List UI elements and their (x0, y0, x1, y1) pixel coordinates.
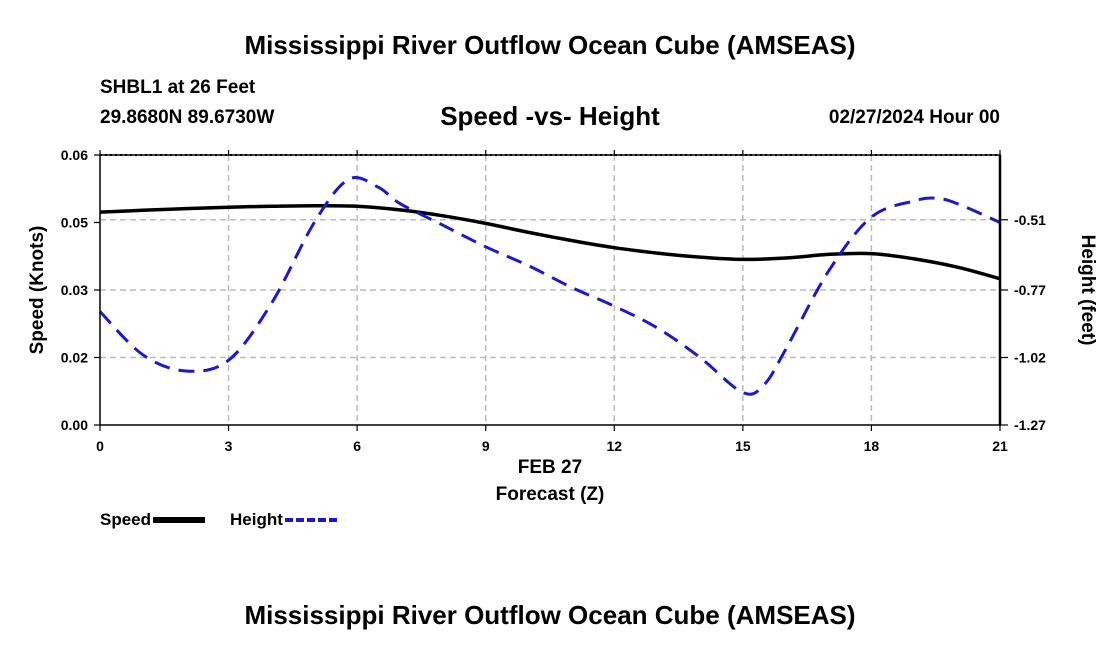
y-right-tick-label: -0.77 (1014, 282, 1046, 298)
x-tick-label: 15 (735, 438, 751, 454)
legend-height: Height (230, 509, 337, 530)
y-left-tick-label: 0.02 (61, 350, 88, 366)
chart-subtitle: Speed -vs- Height (440, 101, 660, 131)
speed-series-line (99, 204, 1001, 281)
station-label: SHBL1 at 26 Feet (100, 77, 256, 98)
y-left-tick-label: 0.06 (61, 147, 88, 163)
y-left-tick-label: 0.00 (61, 417, 88, 433)
legend-speed: Speed (100, 509, 206, 530)
legend-height-swatch (284, 517, 337, 522)
y-right-tick-label: -1.02 (1014, 350, 1046, 366)
y-right-tick-label: -1.27 (1014, 417, 1046, 433)
series-layer (98, 176, 1001, 396)
y-right-tick-label: -0.51 (1014, 212, 1046, 228)
x-tick-label: 6 (353, 438, 361, 454)
x-tick-label: 12 (606, 438, 622, 454)
date-label: FEB 27 (518, 457, 582, 478)
y-left-tick-label: 0.03 (61, 282, 88, 298)
x-tick-label: 21 (992, 438, 1008, 454)
speed-height-chart: 0 3 6 9 12 15 18 21 0.00 0.02 0.03 0.05 0.06 -1.27 -1.… (27, 147, 1098, 505)
x-tick-label: 18 (864, 438, 880, 454)
x-tick-label: 0 (96, 438, 104, 454)
x-axis-title: Forecast (Z) (496, 484, 605, 505)
y-left-tick-label: 0.05 (61, 215, 88, 231)
footer-title: Mississippi River Outflow Ocean Cube (AM… (244, 600, 856, 630)
y-left-axis-title: Speed (Knots) (27, 226, 48, 355)
grid-layer (100, 155, 1000, 425)
height-series-line (98, 176, 1001, 396)
y-right-axis-title: Height (feet) (1077, 235, 1098, 346)
chart-title: Mississippi River Outflow Ocean Cube (AM… (244, 30, 856, 60)
coordinates-label: 29.8680N 89.6730W (100, 107, 275, 128)
forecast-datetime: 02/27/2024 Hour 00 (828, 107, 1000, 128)
x-tick-label: 3 (225, 438, 233, 454)
legend-speed-label: Speed (100, 509, 152, 529)
tick-layer: 0 3 6 9 12 15 18 21 0.00 0.02 0.03 0.05 0.06 -1.27 -1.… (61, 147, 1046, 454)
legend-speed-swatch (153, 516, 206, 523)
x-tick-label: 9 (482, 438, 490, 454)
legend-height-label: Height (230, 509, 283, 529)
